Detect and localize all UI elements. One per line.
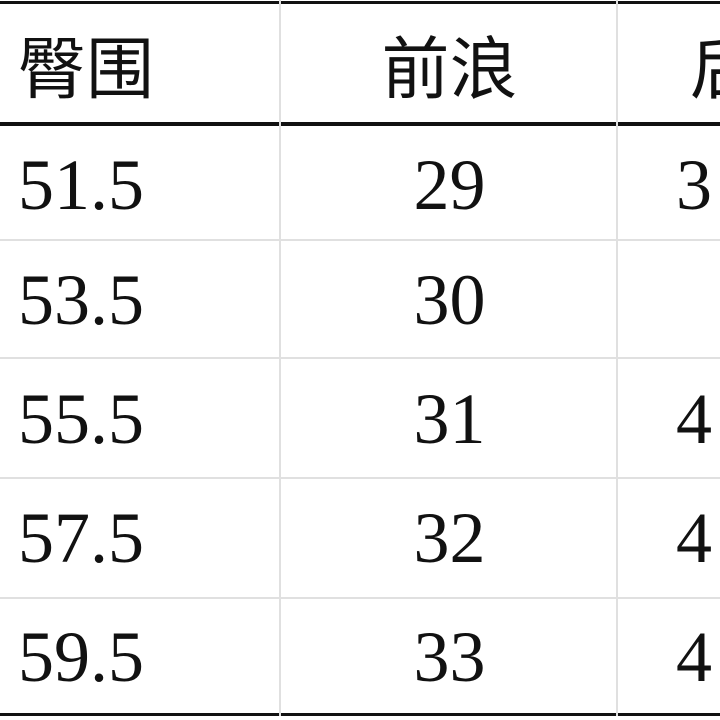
cell-back-rise[interactable]: 4 bbox=[676, 616, 712, 697]
cell-front-rise[interactable]: 33 bbox=[413, 616, 486, 697]
row-gridline bbox=[0, 597, 720, 599]
header-bottom-border bbox=[0, 122, 720, 126]
cell-hip[interactable]: 53.5 bbox=[18, 259, 144, 340]
cell-hip[interactable]: 57.5 bbox=[18, 497, 144, 578]
column-gridline bbox=[616, 0, 618, 716]
cell-back-rise[interactable]: 3 bbox=[676, 144, 712, 225]
cell-back-rise[interactable] bbox=[620, 241, 720, 359]
cell-front-rise[interactable]: 30 bbox=[413, 259, 486, 340]
cell-hip[interactable]: 51.5 bbox=[18, 144, 144, 225]
cell-back-rise[interactable]: 4 bbox=[676, 378, 712, 459]
cell-hip[interactable]: 55.5 bbox=[18, 378, 144, 459]
cell-front-rise[interactable]: 32 bbox=[413, 497, 486, 578]
top-border bbox=[0, 1, 720, 4]
cell-front-rise[interactable]: 29 bbox=[413, 144, 486, 225]
header-back-rise[interactable]: 后 bbox=[620, 4, 720, 122]
row-gridline bbox=[0, 477, 720, 479]
row-gridline bbox=[0, 239, 720, 241]
cell-hip[interactable]: 59.5 bbox=[18, 616, 144, 697]
header-hip[interactable]: 臀围 bbox=[18, 31, 155, 108]
header-front-rise[interactable]: 前浪 bbox=[381, 31, 518, 108]
row-gridline bbox=[0, 357, 720, 359]
cell-back-rise[interactable]: 4 bbox=[676, 497, 712, 578]
bottom-border bbox=[0, 713, 720, 716]
column-gridline bbox=[279, 0, 281, 716]
cell-front-rise[interactable]: 31 bbox=[413, 378, 486, 459]
